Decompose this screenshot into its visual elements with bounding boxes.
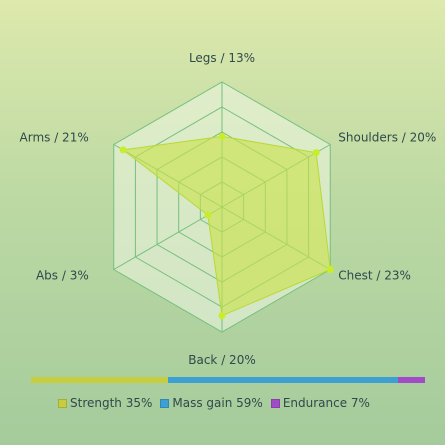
data-point <box>218 132 226 140</box>
data-point <box>218 312 226 320</box>
summary-segment <box>397 377 425 383</box>
legend-item: Mass gain 59% <box>160 396 263 410</box>
radar-points <box>119 132 334 320</box>
data-point <box>326 266 334 273</box>
summary-segment <box>167 377 398 383</box>
legend-item: Strength 35% <box>58 396 152 410</box>
legend-label: Strength 35% <box>70 396 153 410</box>
axis-label: Chest / 23% <box>338 269 411 283</box>
grid-spoke <box>113 206 223 270</box>
summary-segment <box>31 377 168 383</box>
data-point <box>204 211 212 219</box>
axis-label: Abs / 3% <box>36 269 89 283</box>
axis-label: Arms / 21% <box>20 131 89 145</box>
legend-label: Mass gain 59% <box>172 396 263 410</box>
axis-label: Shoulders / 20% <box>338 131 436 145</box>
legend-label: Endurance 7% <box>282 396 370 410</box>
legend-swatch <box>58 398 67 408</box>
legend-item: Endurance 7% <box>270 396 370 410</box>
radar-axis-labels: Legs / 13% Shoulders / 20% Chest / 23% Back… <box>20 51 437 367</box>
axis-label: Legs / 13% <box>189 51 255 65</box>
legend-swatch <box>270 398 280 408</box>
legend-swatch <box>160 398 170 408</box>
legend: Strength 35% Mass gain 59% Endurance 7% <box>58 396 370 410</box>
data-point <box>312 149 320 157</box>
data-point <box>119 146 127 154</box>
axis-label: Back / 20% <box>188 353 255 367</box>
summary-bar <box>31 377 425 383</box>
